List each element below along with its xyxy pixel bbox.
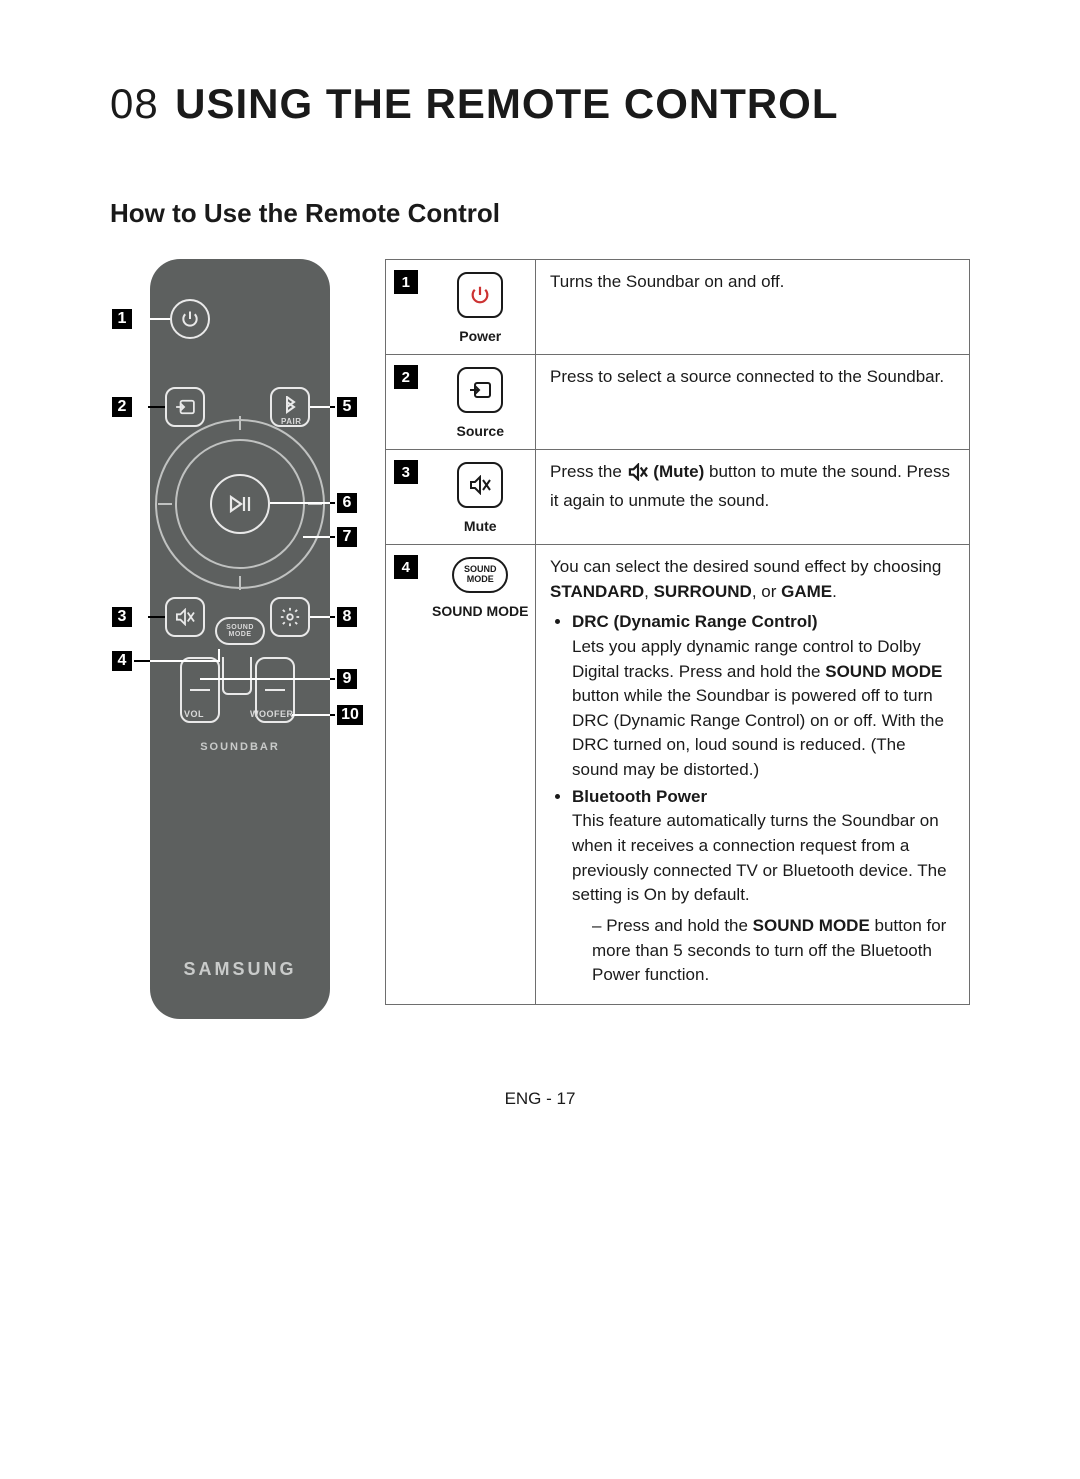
table-row: 2 Source Press to select a source connec… [386, 355, 970, 450]
table-row: 1 Power Turns the Soundbar on and off. [386, 260, 970, 355]
source-icon [457, 367, 503, 413]
row-num: 2 [394, 365, 418, 389]
mute-button-icon [165, 597, 205, 637]
icon-label: SOUND MODE [430, 603, 532, 619]
row-desc: Press the (Mute) button to mute the soun… [536, 450, 970, 545]
callout-7: 7 [335, 525, 359, 549]
pair-label: PAIR [281, 417, 302, 426]
callout-2: 2 [110, 395, 134, 419]
remote-diagram: PAIR SOUND MODE VOL WOOFER SOUNDBAR SAMS… [110, 259, 355, 1029]
soundbar-label: SOUNDBAR [150, 741, 330, 753]
page-footer: ENG - 17 [110, 1089, 970, 1109]
callout-4: 4 [110, 649, 134, 673]
settings-button-icon [270, 597, 310, 637]
section-title: How to Use the Remote Control [110, 198, 970, 229]
icon-label: Source [430, 423, 532, 439]
sound-mode-icon: SOUND MODE [452, 557, 508, 593]
callout-9: 9 [335, 667, 359, 691]
icon-label: Power [430, 328, 532, 344]
brand-label: SAMSUNG [150, 959, 330, 980]
callout-1: 1 [110, 307, 134, 331]
power-button-icon [170, 299, 210, 339]
callout-5: 5 [335, 395, 359, 419]
row-desc: You can select the desired sound effect … [536, 545, 970, 1005]
play-pause-button-icon [210, 474, 270, 534]
button-description-table: 1 Power Turns the Soundbar on and off. 2… [385, 259, 970, 1005]
chapter-title: USING THE REMOTE CONTROL [175, 80, 838, 127]
power-icon [457, 272, 503, 318]
row-desc: Turns the Soundbar on and off. [536, 260, 970, 355]
callout-8: 8 [335, 605, 359, 629]
callout-10: 10 [335, 703, 365, 727]
table-row: 4 SOUND MODE SOUND MODE You can select t… [386, 545, 970, 1005]
table-row: 3 Mute Press the (Mute) button to mute t… [386, 450, 970, 545]
row-desc: Press to select a source connected to th… [536, 355, 970, 450]
row-num: 3 [394, 460, 418, 484]
callout-6: 6 [335, 491, 359, 515]
page-header: 08 USING THE REMOTE CONTROL [110, 80, 970, 128]
mute-inline-icon [627, 463, 649, 489]
callout-3: 3 [110, 605, 134, 629]
row-num: 1 [394, 270, 418, 294]
source-button-icon [165, 387, 205, 427]
mute-icon [457, 462, 503, 508]
icon-label: Mute [430, 518, 532, 534]
chapter-number: 08 [110, 80, 159, 127]
row-num: 4 [394, 555, 418, 579]
sound-mode-button-icon: SOUND MODE [215, 617, 265, 645]
content-row: PAIR SOUND MODE VOL WOOFER SOUNDBAR SAMS… [110, 259, 970, 1029]
